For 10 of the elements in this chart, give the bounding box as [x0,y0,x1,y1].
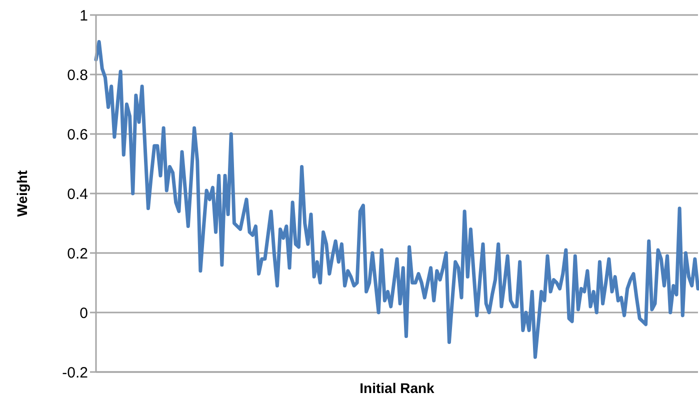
y-axis-title: Weight [14,170,30,217]
x-axis-title: Initial Rank [360,380,435,396]
y-tick-label: 0 [80,304,88,322]
y-tick-label: 1 [80,7,88,24]
y-tick-label: 0.8 [67,66,88,84]
line-series [94,40,699,359]
y-tick-label: 0.6 [67,126,88,144]
y-tick-label: -0.2 [62,364,88,382]
y-tick-label: 0.4 [67,186,88,203]
y-tick-label: 0.2 [67,245,88,262]
